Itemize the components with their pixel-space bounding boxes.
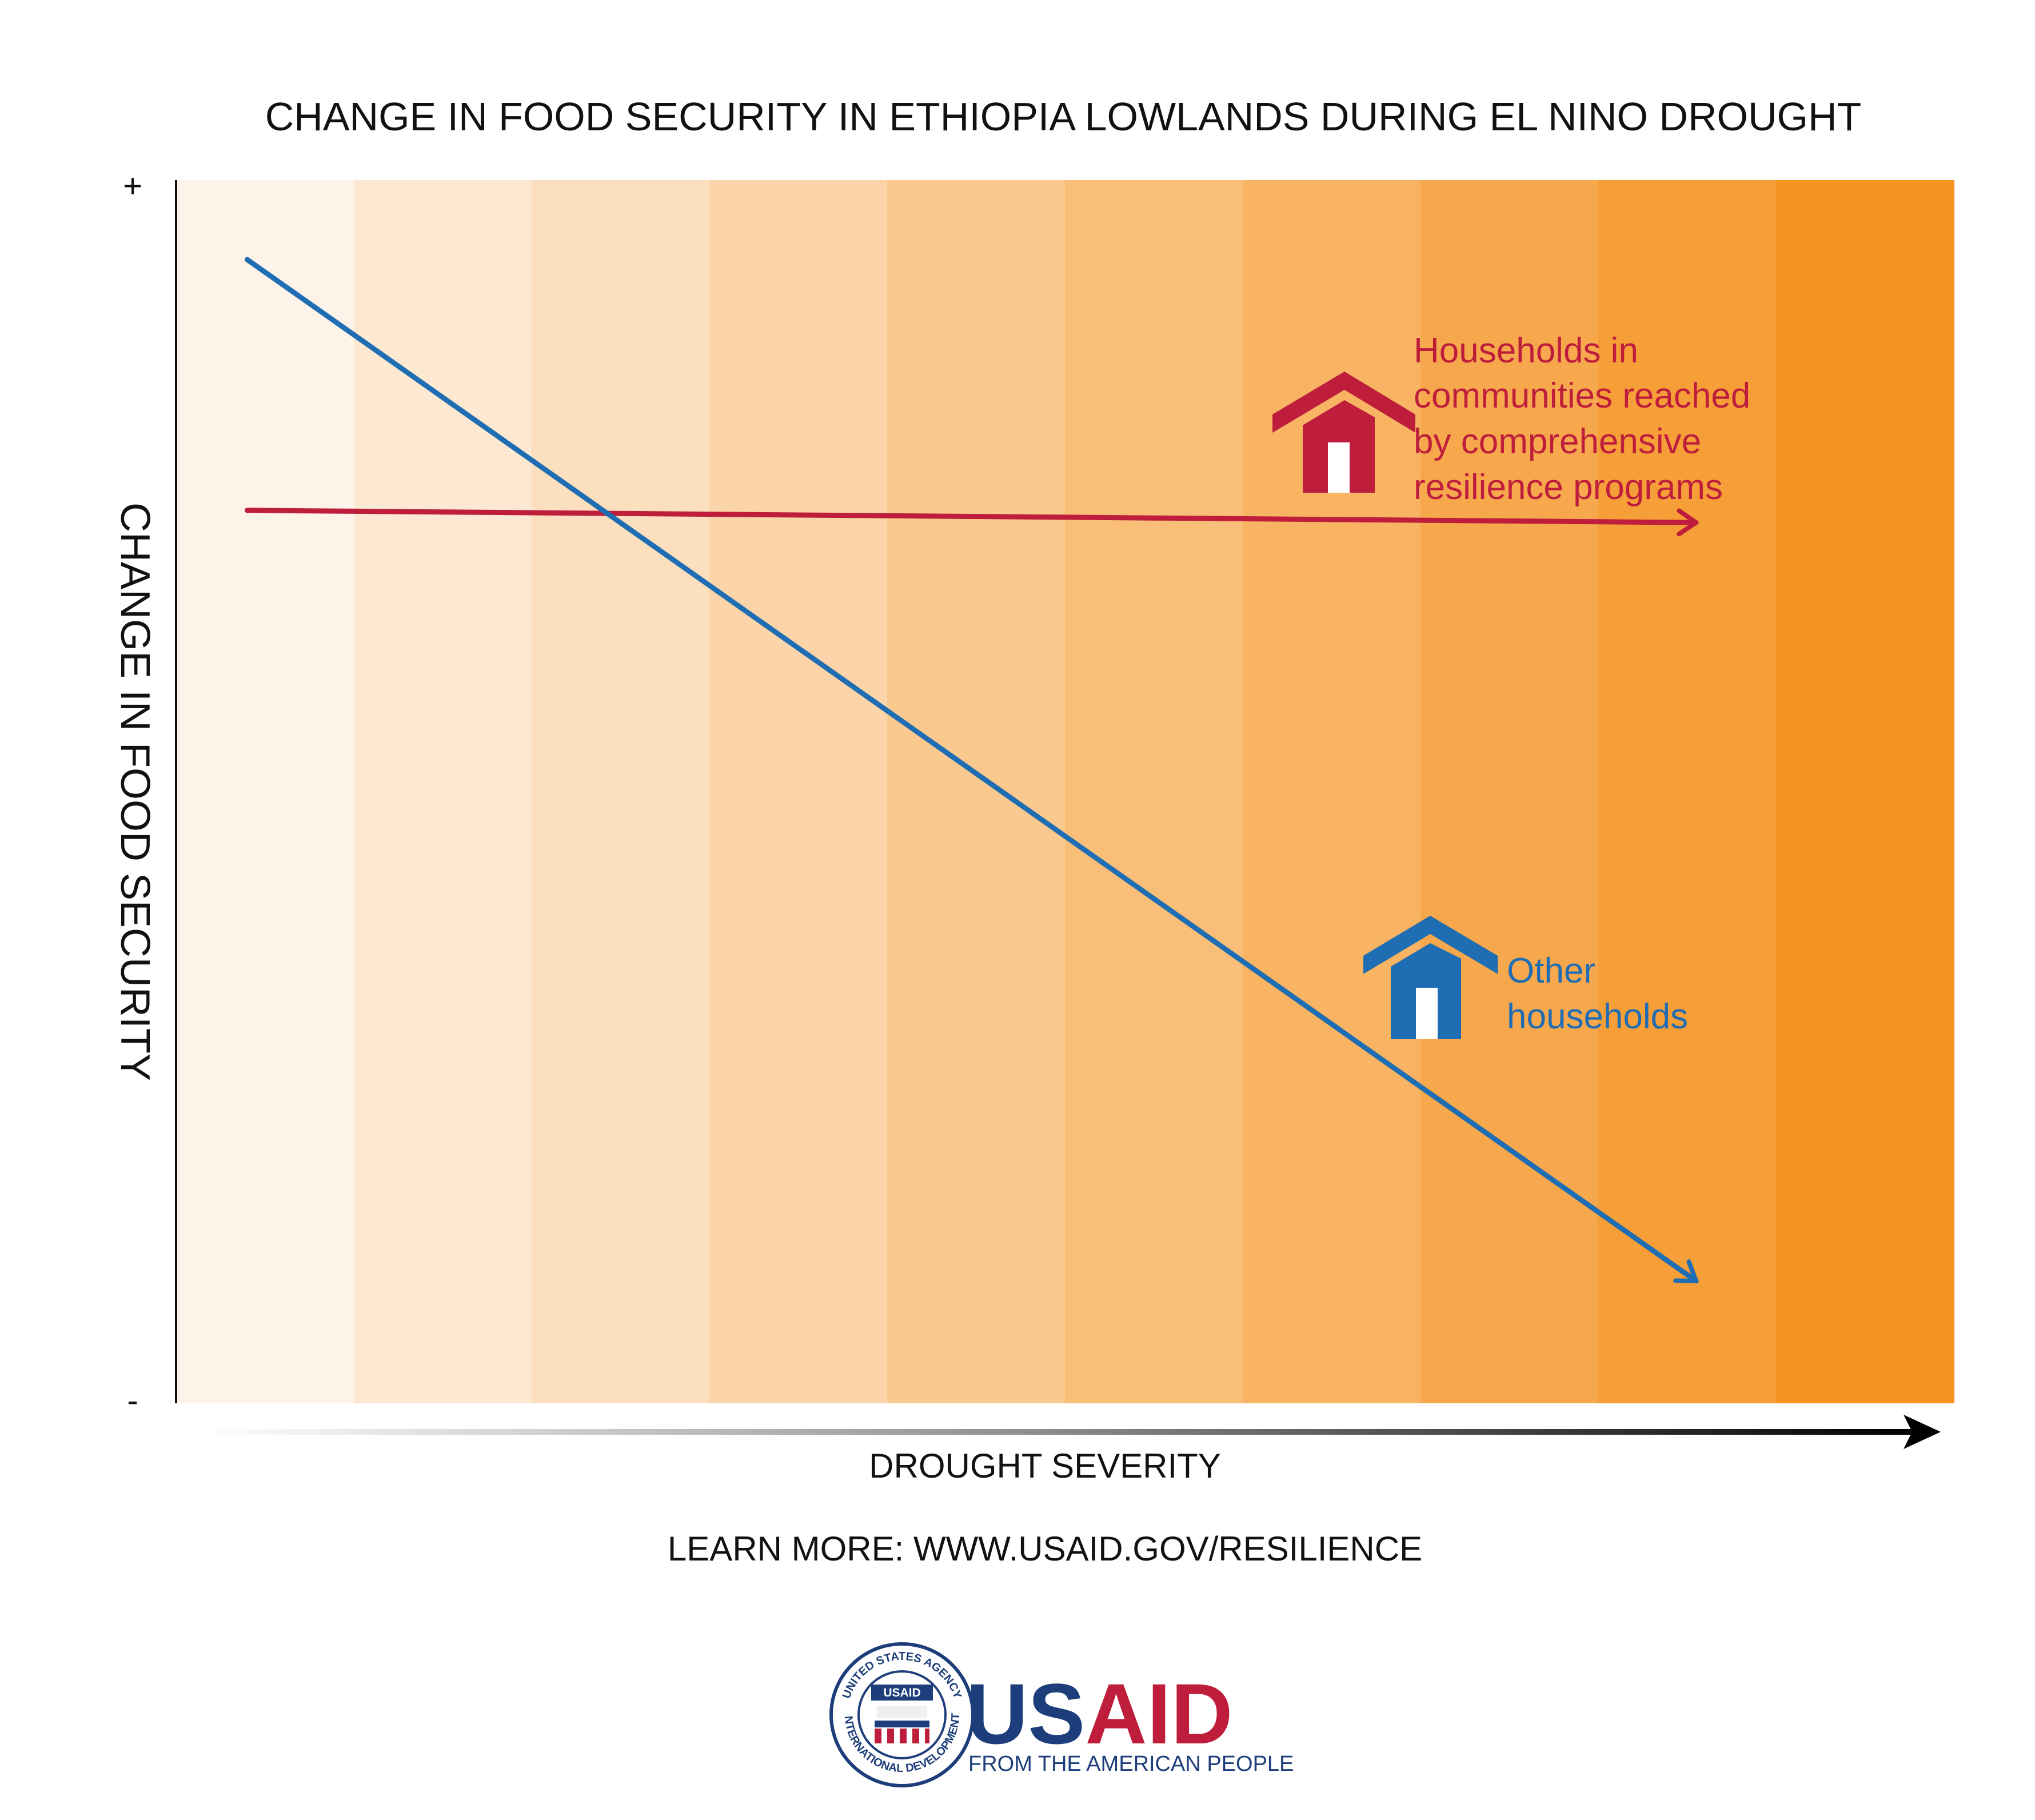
background-band: [176, 180, 354, 1403]
blue-series-label: Other households: [1507, 951, 1688, 1036]
red-house-icon: [1272, 372, 1415, 493]
x-axis-gradient-bar: [200, 1429, 1915, 1435]
blue-house-icon: [1363, 916, 1498, 1039]
x-axis-label: DROUGHT SEVERITY: [869, 1447, 1221, 1485]
blue-label-line: households: [1507, 997, 1688, 1036]
y-axis-top-tick: +: [123, 167, 142, 205]
background-band: [1065, 180, 1243, 1403]
background-band: [1598, 180, 1777, 1403]
other-households-arrowhead: [1673, 1259, 1699, 1283]
red-label-line: resilience programs: [1414, 468, 1723, 507]
y-axis-label: CHANGE IN FOOD SECURITY: [112, 502, 158, 1081]
other-households-line: [244, 257, 1699, 1284]
background-band: [709, 180, 888, 1403]
y-axis-bottom-tick: -: [127, 1382, 138, 1419]
red-label-line: by comprehensive: [1414, 422, 1701, 461]
usaid-wordmark-us: US: [966, 1666, 1085, 1762]
resilience-households-line: [244, 508, 1699, 525]
usaid-wordmark-aid: AID: [1085, 1666, 1232, 1762]
svg-text:USAID: USAID: [966, 1666, 1233, 1762]
blue-label-line: Other: [1507, 951, 1595, 991]
resilience-households-arrowhead: [1677, 508, 1699, 537]
red-label-line: communities reached: [1414, 376, 1750, 416]
background-band: [887, 180, 1066, 1403]
background-band: [1243, 180, 1421, 1403]
seal-badge-text: USAID: [883, 1686, 920, 1699]
red-series-label: Households in communities reached by com…: [1414, 331, 1750, 507]
background-band: [1420, 180, 1599, 1403]
background-band: [532, 180, 710, 1403]
usaid-wordmark: USAID FROM THE AMERICAN PEOPLE: [966, 1666, 1294, 1776]
usaid-tagline: FROM THE AMERICAN PEOPLE: [968, 1752, 1294, 1776]
background-band: [1776, 180, 1954, 1403]
background-band: [354, 180, 532, 1403]
chart-title: CHANGE IN FOOD SECURITY IN ETHIOPIA LOWL…: [265, 94, 1862, 139]
series-layer: [244, 257, 1699, 1284]
x-axis-arrowhead: [1904, 1415, 1941, 1449]
drought-background-bands: [176, 180, 1954, 1403]
learn-more-link[interactable]: LEARN MORE: WWW.USAID.GOV/RESILIENCE: [668, 1530, 1422, 1568]
red-label-line: Households in: [1414, 331, 1638, 370]
